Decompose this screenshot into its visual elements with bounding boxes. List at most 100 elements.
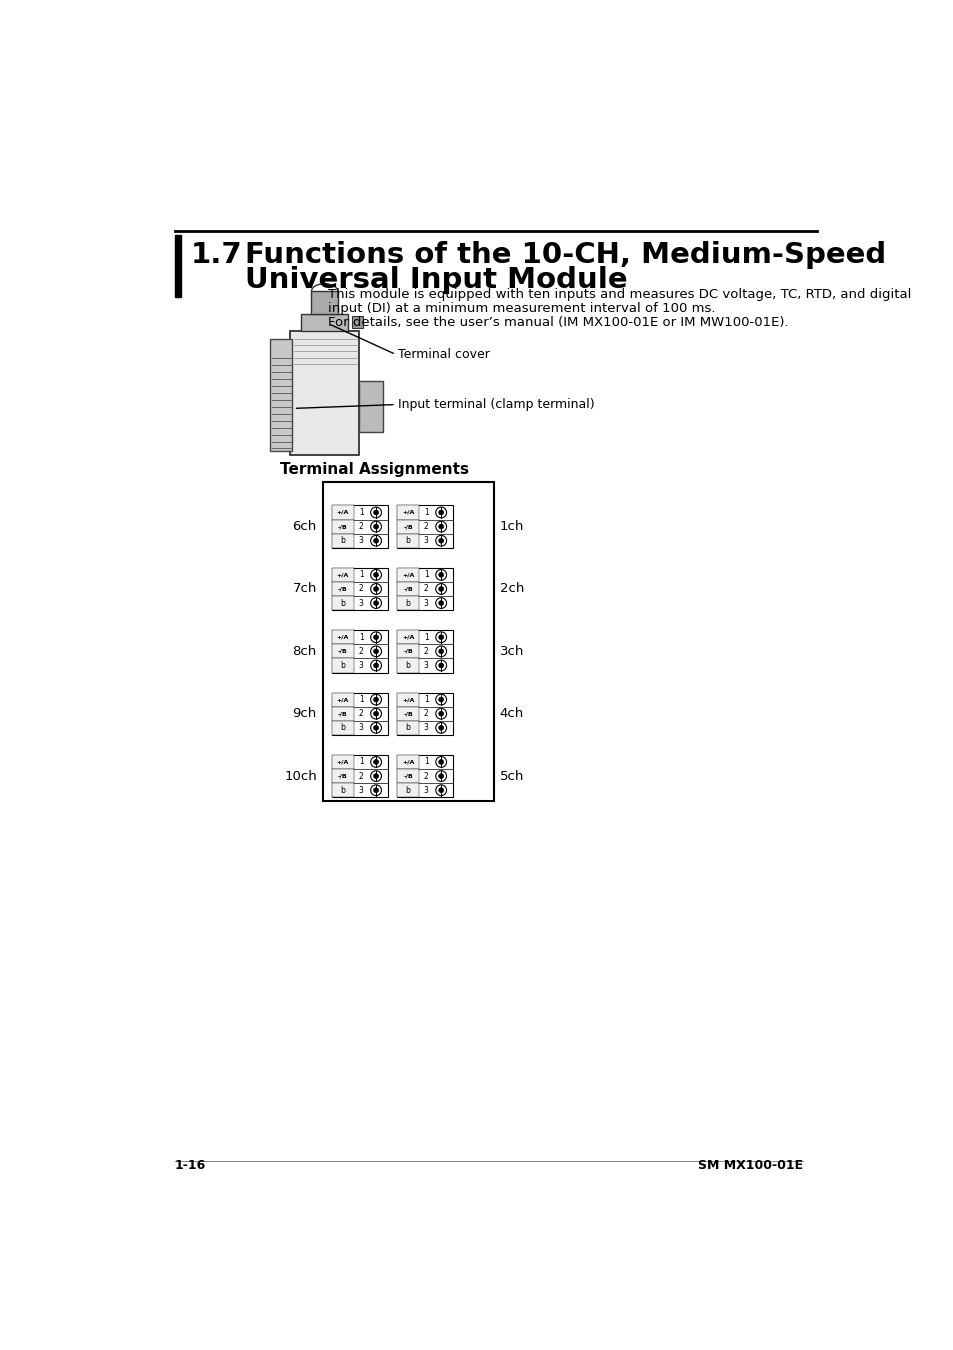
Text: +/A: +/A xyxy=(401,510,414,514)
Text: +/A: +/A xyxy=(401,634,414,640)
Text: 2: 2 xyxy=(423,772,428,780)
Circle shape xyxy=(438,760,443,764)
Text: +/A: +/A xyxy=(336,572,349,578)
Text: b: b xyxy=(405,598,410,608)
Bar xyxy=(397,630,418,644)
Circle shape xyxy=(374,634,378,640)
Bar xyxy=(397,693,418,706)
Text: This module is equipped with ten inputs and measures DC voltage, TC, RTD, and di: This module is equipped with ten inputs … xyxy=(328,289,911,301)
Circle shape xyxy=(374,711,378,716)
Bar xyxy=(332,693,354,706)
Circle shape xyxy=(374,663,378,668)
Circle shape xyxy=(374,774,378,779)
Circle shape xyxy=(374,649,378,653)
Bar xyxy=(332,721,354,734)
Bar xyxy=(311,292,337,315)
Circle shape xyxy=(438,788,443,792)
Text: -/B: -/B xyxy=(337,711,348,717)
Bar xyxy=(290,331,359,455)
Text: 10ch: 10ch xyxy=(284,769,316,783)
Circle shape xyxy=(438,524,443,529)
Text: 5ch: 5ch xyxy=(499,769,523,783)
Circle shape xyxy=(438,586,443,591)
Circle shape xyxy=(438,634,443,640)
Text: 4ch: 4ch xyxy=(499,707,523,720)
Bar xyxy=(332,630,388,672)
Bar xyxy=(332,769,354,783)
Circle shape xyxy=(374,760,378,764)
Circle shape xyxy=(438,725,443,730)
Text: -/B: -/B xyxy=(337,649,348,653)
Bar xyxy=(332,755,388,798)
Bar xyxy=(332,505,388,548)
Bar xyxy=(332,568,354,582)
Bar xyxy=(397,769,418,783)
Bar xyxy=(352,316,363,328)
Text: -/B: -/B xyxy=(403,649,413,653)
Bar xyxy=(397,568,418,582)
Text: input (DI) at a minimum measurement interval of 100 ms.: input (DI) at a minimum measurement inte… xyxy=(328,302,716,315)
Circle shape xyxy=(438,601,443,606)
Circle shape xyxy=(374,524,378,529)
Circle shape xyxy=(374,572,378,578)
Circle shape xyxy=(374,601,378,606)
Circle shape xyxy=(374,539,378,543)
Text: Universal Input Module: Universal Input Module xyxy=(245,266,627,294)
Text: 2: 2 xyxy=(423,647,428,656)
Bar xyxy=(332,644,354,659)
Text: 1: 1 xyxy=(423,633,428,641)
Text: 2: 2 xyxy=(358,585,363,594)
Text: 2: 2 xyxy=(423,522,428,531)
Text: 1: 1 xyxy=(358,508,363,517)
Text: 2: 2 xyxy=(358,772,363,780)
Text: 3: 3 xyxy=(358,724,363,732)
Text: b: b xyxy=(405,536,410,545)
Bar xyxy=(397,568,453,610)
Circle shape xyxy=(438,510,443,514)
Text: 1: 1 xyxy=(358,695,363,705)
Bar xyxy=(397,505,453,548)
Bar xyxy=(301,315,348,331)
Bar xyxy=(397,783,418,798)
Text: 3: 3 xyxy=(423,724,428,732)
Circle shape xyxy=(374,510,378,514)
Bar xyxy=(397,659,418,672)
Text: 3: 3 xyxy=(358,598,363,608)
Bar xyxy=(332,755,354,770)
Text: 1: 1 xyxy=(358,757,363,767)
Bar xyxy=(397,595,418,610)
Bar xyxy=(332,693,388,734)
Circle shape xyxy=(438,539,443,543)
Bar xyxy=(397,755,453,798)
Text: 3: 3 xyxy=(423,598,428,608)
Text: +/A: +/A xyxy=(336,510,349,514)
Text: -/B: -/B xyxy=(403,524,413,529)
Text: -/B: -/B xyxy=(403,711,413,717)
Text: b: b xyxy=(405,724,410,732)
Text: 1.7: 1.7 xyxy=(191,240,242,269)
Text: +/A: +/A xyxy=(401,760,414,764)
Bar xyxy=(332,582,354,595)
Text: +/A: +/A xyxy=(336,697,349,702)
Text: Input terminal (clamp terminal): Input terminal (clamp terminal) xyxy=(397,398,595,410)
Bar xyxy=(332,520,354,533)
Text: Functions of the 10-CH, Medium-Speed: Functions of the 10-CH, Medium-Speed xyxy=(245,240,885,269)
Text: b: b xyxy=(340,598,345,608)
Text: 3: 3 xyxy=(358,536,363,545)
Text: 2: 2 xyxy=(358,647,363,656)
Text: +/A: +/A xyxy=(336,634,349,640)
Text: Terminal cover: Terminal cover xyxy=(397,348,490,360)
Text: -/B: -/B xyxy=(403,586,413,591)
Bar xyxy=(332,630,354,644)
Text: 2: 2 xyxy=(423,585,428,594)
Text: +/A: +/A xyxy=(336,760,349,764)
Bar xyxy=(397,644,418,659)
Bar xyxy=(397,721,418,734)
Text: 1-16: 1-16 xyxy=(174,1160,206,1172)
Bar xyxy=(397,533,418,548)
Text: 3: 3 xyxy=(423,786,428,795)
Text: 3: 3 xyxy=(358,786,363,795)
Text: 2: 2 xyxy=(423,709,428,718)
Bar xyxy=(174,235,181,297)
Circle shape xyxy=(438,774,443,779)
